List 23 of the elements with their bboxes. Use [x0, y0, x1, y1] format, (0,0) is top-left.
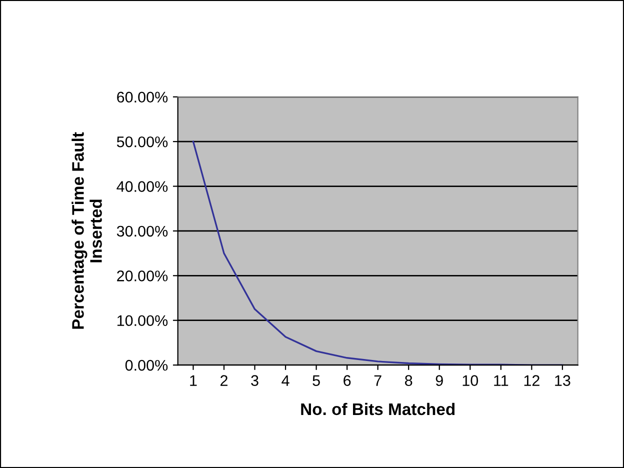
line-series	[192, 140, 564, 366]
y-axis-title: Percentage of Time Fault Inserted	[72, 132, 102, 329]
x-tick-label: 1	[190, 375, 197, 386]
x-tick-label: 9	[436, 375, 443, 386]
y-tick-label: 30.00%	[116, 226, 168, 237]
y-tick-label: 60.00%	[117, 92, 168, 103]
x-tick-label: 5	[312, 375, 320, 386]
x-tick-label: 10	[462, 375, 478, 386]
x-tick-label: 6	[344, 375, 351, 386]
x-tick-label: 11	[494, 375, 508, 386]
y-tick-label: 40.00%	[116, 181, 168, 192]
x-tick-label: 4	[282, 375, 290, 386]
x-tick-label: 2	[220, 375, 228, 386]
x-tick-label: 3	[251, 375, 258, 386]
x-tick-label: 8	[405, 375, 412, 386]
x-tick-label: 12	[524, 375, 540, 386]
y-tick-label: 50.00%	[116, 136, 168, 148]
y-tick-label: 10.00%	[117, 315, 168, 326]
x-tick-label: 13	[555, 375, 570, 386]
y-tick-label: 20.00%	[117, 270, 168, 282]
y-tick-label: 0.00%	[125, 360, 168, 371]
x-tick-label: 7	[374, 375, 382, 386]
x-axis-title: No. of Bits Matched	[301, 402, 455, 416]
